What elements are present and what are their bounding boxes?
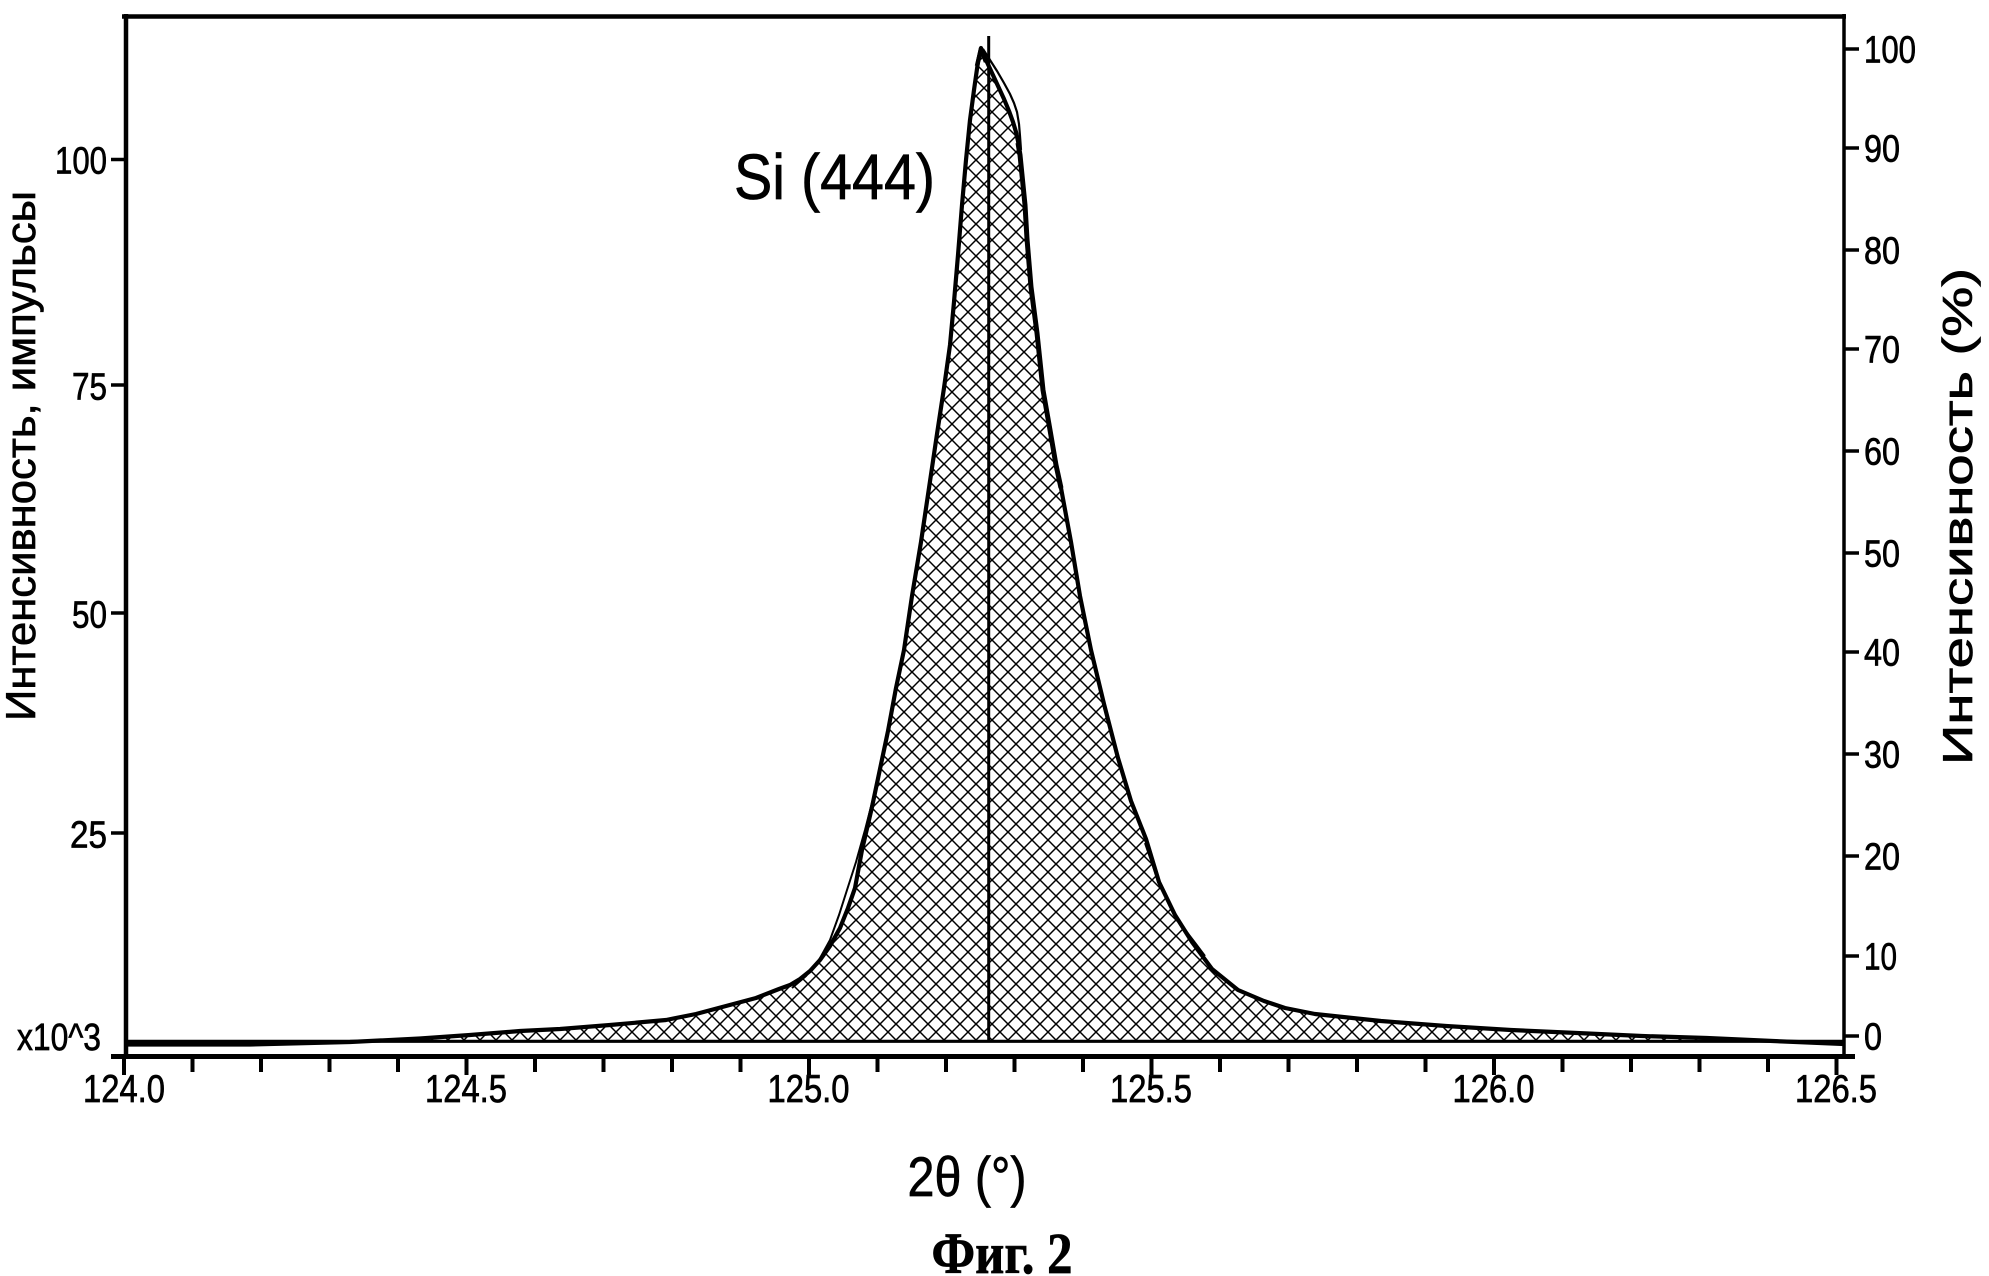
svg-text:30: 30 (1864, 735, 1900, 777)
svg-text:40: 40 (1864, 633, 1900, 675)
svg-text:25: 25 (70, 815, 107, 857)
svg-text:50: 50 (1864, 534, 1900, 576)
svg-text:Si (444): Si (444) (734, 141, 935, 213)
svg-text:100: 100 (55, 141, 107, 183)
svg-text:90: 90 (1864, 129, 1900, 171)
svg-text:70: 70 (1864, 330, 1900, 372)
svg-text:2θ (°): 2θ (°) (908, 1145, 1027, 1208)
svg-text:75: 75 (72, 367, 107, 409)
svg-text:126.0: 126.0 (1453, 1068, 1535, 1111)
svg-text:60: 60 (1864, 432, 1900, 474)
svg-text:20: 20 (1864, 837, 1900, 879)
svg-text:124.5: 124.5 (425, 1068, 507, 1111)
svg-text:Интенсивность (%): Интенсивность (%) (1934, 268, 1981, 765)
svg-text:125.0: 125.0 (768, 1068, 850, 1111)
svg-text:0: 0 (1864, 1017, 1882, 1059)
svg-text:80: 80 (1864, 231, 1900, 273)
svg-text:Интенсивность, импульсы: Интенсивность, импульсы (0, 191, 44, 721)
svg-text:124.0: 124.0 (83, 1068, 165, 1111)
svg-text:x10^3: x10^3 (17, 1017, 101, 1059)
svg-text:100: 100 (1864, 30, 1916, 72)
svg-text:10: 10 (1864, 937, 1897, 979)
svg-text:125.5: 125.5 (1110, 1068, 1192, 1111)
svg-text:Фиг. 2: Фиг. 2 (932, 1221, 1073, 1276)
svg-text:126.5: 126.5 (1795, 1068, 1877, 1111)
svg-text:50: 50 (72, 595, 107, 637)
